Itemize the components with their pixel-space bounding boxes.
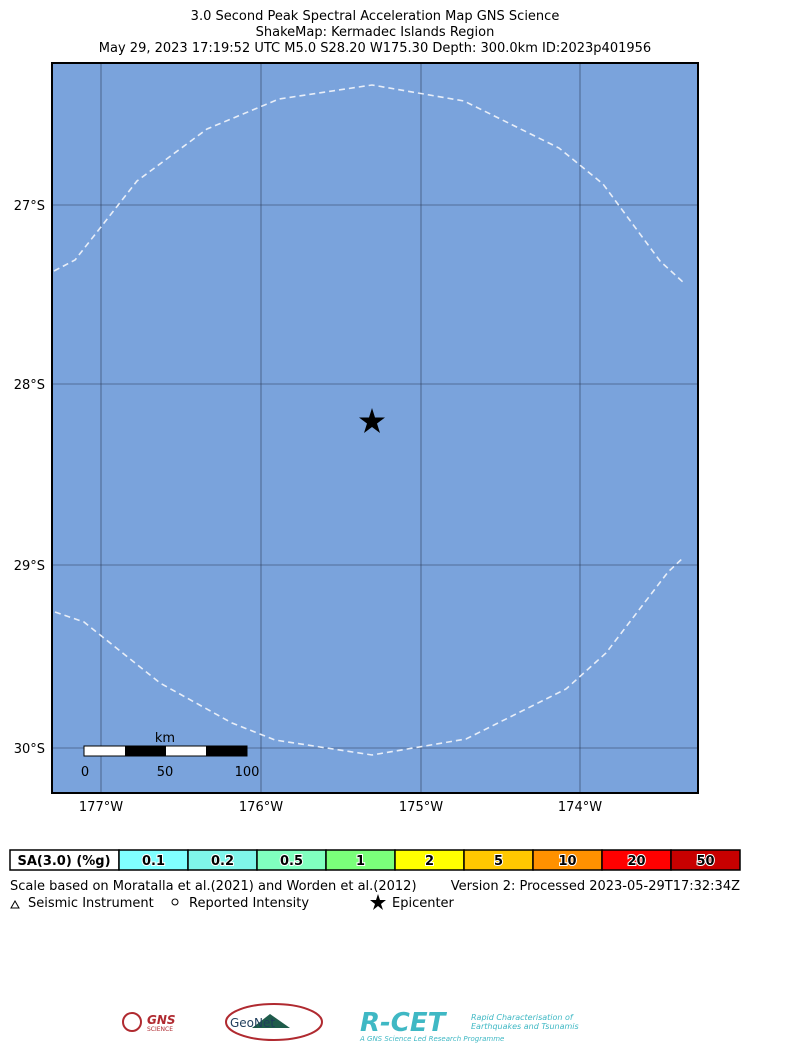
legend-bin-label: 50: [696, 854, 714, 869]
scale-note: Scale based on Moratalla et al.(2021) an…: [10, 879, 417, 894]
legend: SA(3.0) (%g) 0.1 0.2 0.5 1 2 5 10 20 50: [9, 849, 741, 871]
legend-bin-label: 0.1: [142, 854, 165, 869]
contours: [53, 84, 685, 756]
map: km 0 50 100 27°S 28°S 29°S 30°S 177°W 17…: [14, 62, 699, 815]
legend-swatch: [670, 849, 741, 871]
legend-bin-label: 5: [494, 854, 503, 869]
scale-label: 100: [235, 765, 260, 780]
rcet-logo: R-CET: [360, 1008, 448, 1038]
rcet-sub: Rapid Characterisation of: [471, 1013, 574, 1022]
scale-label: 0: [81, 765, 89, 780]
symbol-label: Epicenter: [392, 896, 455, 911]
rcet-tag: A GNS Science Led Research Programme: [359, 1035, 504, 1043]
lon-label: 177°W: [79, 800, 123, 815]
title: 3.0 Second Peak Spectral Acceleration Ma…: [191, 9, 560, 24]
rcet-sub: Earthquakes and Tsunamis: [471, 1022, 579, 1031]
version-note: Version 2: Processed 2023-05-29T17:32:34…: [451, 879, 740, 894]
map-frame: [51, 62, 699, 794]
scale-label: 50: [157, 765, 174, 780]
legend-bin-label: 20: [627, 854, 645, 869]
legend-bin-label: 0.2: [211, 854, 234, 869]
epicenter-icon: [370, 894, 386, 910]
intensity-icon: [171, 898, 179, 906]
scale-unit: km: [155, 731, 175, 746]
scale-bar: km 0 50 100: [81, 731, 260, 780]
gns-logo: GNS: [147, 1013, 176, 1027]
lat-label: 28°S: [14, 378, 45, 393]
lon-label: 176°W: [239, 800, 283, 815]
epicenter: [359, 408, 385, 433]
geonet-logo: GeoNet: [230, 1016, 275, 1030]
lat-label: 27°S: [14, 199, 45, 214]
lat-label: 29°S: [14, 559, 45, 574]
symbol-label: Seismic Instrument: [28, 896, 154, 911]
legend-bin-label: 1: [356, 854, 365, 869]
event-info: May 29, 2023 17:19:52 UTC M5.0 S28.20 W1…: [99, 41, 651, 56]
lat-label: 30°S: [14, 742, 45, 757]
logos: GNS SCIENCE GeoNet R-CET Rapid Character…: [122, 1003, 579, 1043]
legend-bin-label: 10: [558, 854, 576, 869]
lon-label: 175°W: [399, 800, 443, 815]
legend-bin-label: 0.5: [280, 854, 303, 869]
subtitle: ShakeMap: Kermadec Islands Region: [256, 25, 495, 40]
symbol-label: Reported Intensity: [189, 896, 309, 911]
gns-logo-sub: SCIENCE: [147, 1026, 173, 1033]
instrument-icon: [10, 899, 20, 909]
legend-bin-label: 2: [425, 854, 434, 869]
legend-label: SA(3.0) (%g): [17, 854, 110, 869]
lon-label: 174°W: [558, 800, 602, 815]
